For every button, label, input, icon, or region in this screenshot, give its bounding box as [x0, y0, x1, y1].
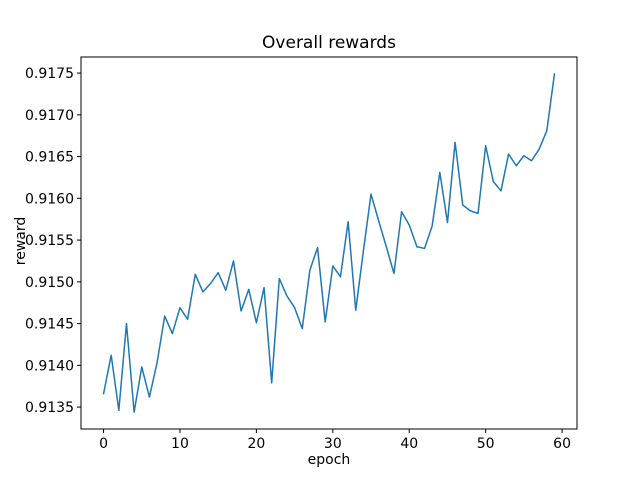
reward-line	[102, 73, 556, 413]
y-tick-label: 0.9145	[25, 317, 74, 333]
x-tick-label: 50	[477, 436, 495, 452]
y-tick-label: 0.9160	[25, 191, 74, 207]
x-tick-label: 30	[324, 436, 342, 452]
axes-spine	[80, 56, 578, 430]
y-tick-label: 0.9155	[25, 233, 74, 249]
axis-ticks	[77, 72, 563, 433]
axis-tick-labels: 0 10 20 30 40 50 60 0.9135 0.9140 0.9145 0.9150 0.9…	[25, 66, 571, 452]
y-tick-label: 0.9135	[25, 400, 74, 416]
x-axis-label: epoch	[308, 452, 351, 468]
axes-spines	[80, 56, 578, 430]
x-tick-label: 0	[99, 436, 108, 452]
x-tick-label: 20	[247, 436, 265, 452]
y-axis-label: reward	[13, 217, 29, 266]
plot-area	[102, 73, 556, 413]
x-tick-label: 40	[400, 436, 418, 452]
x-tick-label: 10	[171, 436, 189, 452]
x-tick-label: 60	[553, 436, 571, 452]
y-tick-label: 0.9165	[25, 150, 74, 166]
y-tick-label: 0.9150	[25, 275, 74, 291]
chart-title: Overall rewards	[262, 33, 396, 53]
y-tick-label: 0.9175	[25, 66, 74, 82]
y-tick-label: 0.9170	[25, 108, 74, 124]
y-tick-label: 0.9140	[25, 358, 74, 374]
